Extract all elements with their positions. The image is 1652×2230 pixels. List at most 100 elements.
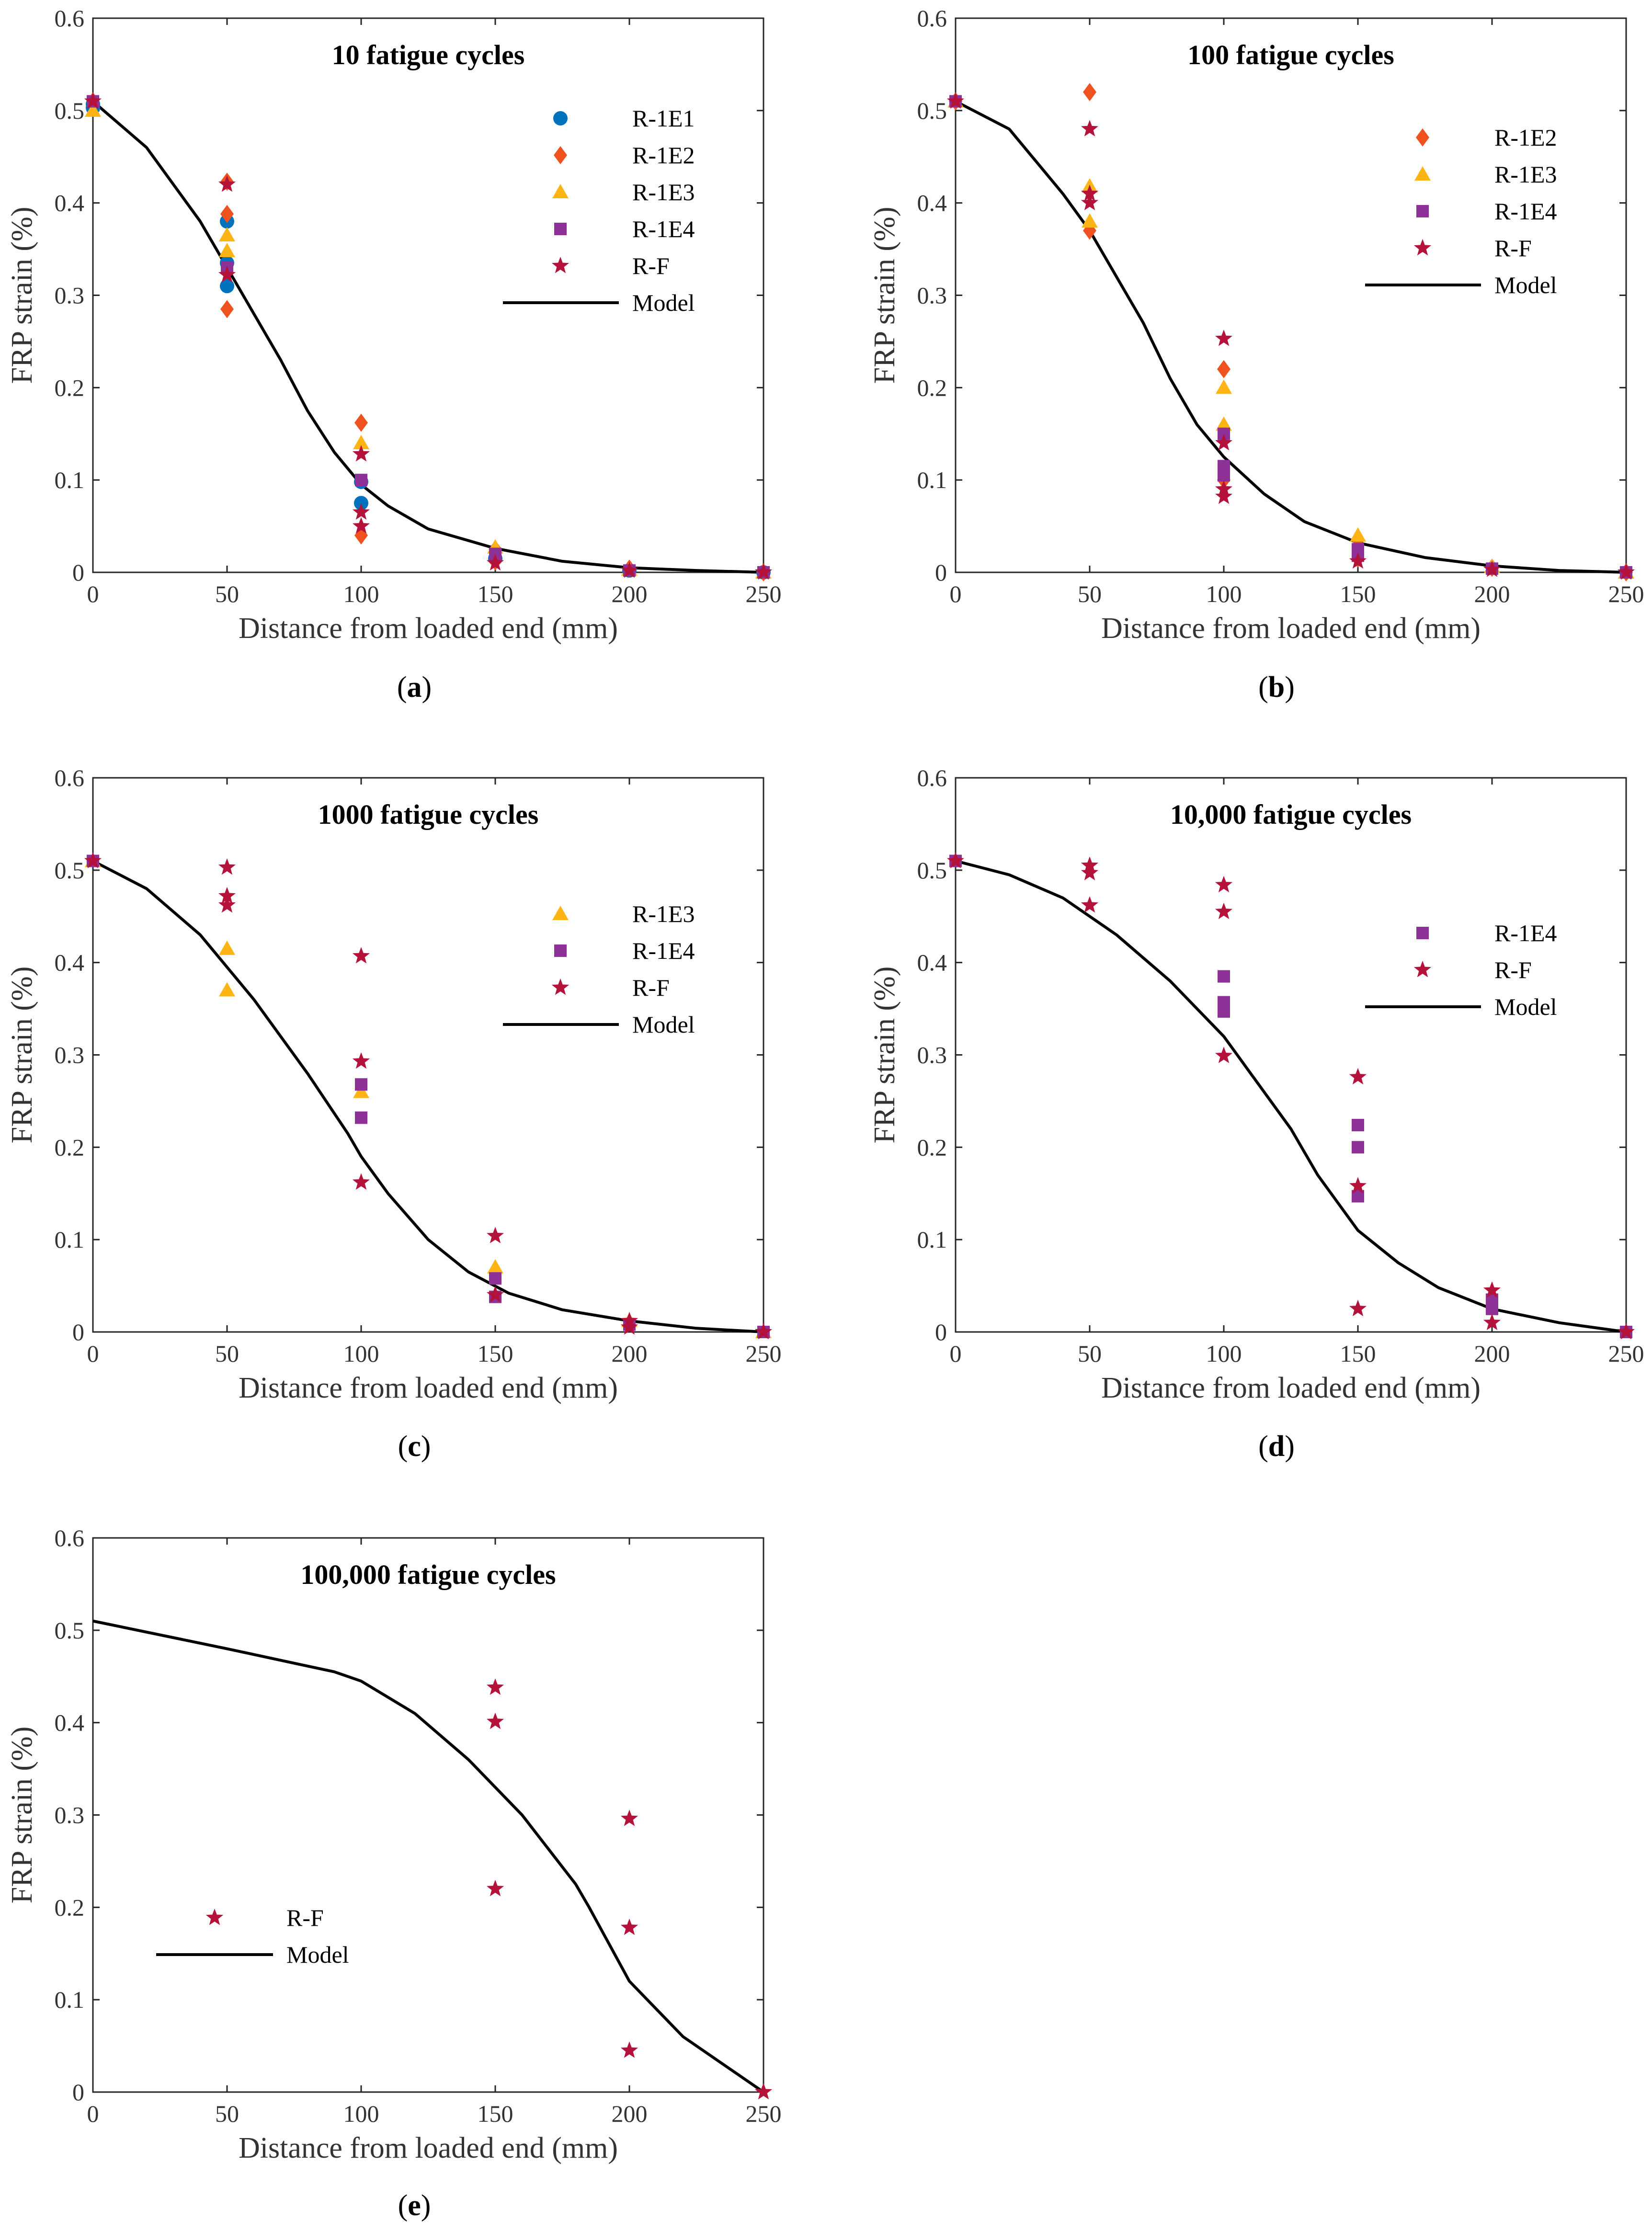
legend-label: R-1E3 [1494,161,1557,188]
x-tick-label: 0 [950,1340,962,1367]
data-point [1081,896,1099,913]
data-point [620,1809,638,1826]
data-point [1218,469,1230,482]
legend-marker-r-1e2 [1416,128,1429,147]
data-point [620,561,638,578]
data-point [486,1678,504,1695]
y-tick-label: 0 [72,1319,84,1345]
chart-panel-e: 0 50 100 150 200 250 0 0.1 0.2 0.3 0.4 0.5 0.6 Distan… [6,1525,782,2222]
legend-label: Model [286,1941,349,1968]
data-point [84,852,102,868]
legend-label: R-F [632,974,670,1001]
chart-panel-c: 0 50 100 150 200 250 0 0.1 0.2 0.3 0.4 0.5 0.6 Distan… [6,764,782,1463]
data-point [1218,970,1230,983]
series-r-1e1 [86,97,771,580]
panel-label: (c) [398,1430,431,1463]
legend-label: R-1E4 [632,216,695,242]
data-point [218,175,236,192]
data-point [1216,416,1232,431]
legend-label: R-1E3 [632,900,695,927]
data-point [1215,434,1233,451]
panel-label: (b) [1258,671,1295,704]
plot-area-frame [92,1537,764,2093]
legend: R-F Model [156,1904,349,1968]
legend-label: Model [1494,272,1557,298]
data-point [352,517,370,534]
legend-marker-r-f [1413,239,1432,256]
series-line-model [955,100,1627,574]
x-tick-label: 200 [612,580,648,607]
plot-area-frame [955,777,1627,1333]
legend-marker-r-1e4 [554,944,567,957]
x-tick-label: 50 [215,2100,239,2127]
series-r-f [946,92,1635,580]
y-tick-label: 0.5 [917,97,947,124]
data-point [1349,1068,1367,1085]
panel-label: (d) [1258,1430,1295,1463]
legend-label: R-F [632,252,670,279]
legend: R-1E1 R-1E2 R-1E3 R-1E4 R-F Model [503,105,695,316]
y-tick-label: 0.3 [917,1042,947,1069]
y-tick-label: 0.6 [917,5,947,32]
data-point [218,858,236,875]
data-point [946,92,965,109]
data-point [219,242,235,257]
legend-marker-r-f [551,978,570,995]
data-point [1352,1141,1364,1154]
data-point [219,940,235,955]
legend-marker-r-1e3 [1414,166,1431,181]
series-r-f [84,852,773,1340]
data-point [219,982,235,997]
y-tick-label: 0.1 [917,1226,947,1253]
series-line-model [955,859,1627,1333]
data-point [489,1272,501,1285]
x-tick-label: 250 [1608,1340,1644,1367]
y-tick-label: 0.1 [917,466,947,493]
x-tick-label: 0 [950,580,962,607]
data-point [1483,560,1501,577]
x-tick-label: 150 [478,580,513,607]
data-point [219,227,235,242]
data-point [1215,876,1233,893]
data-point [620,1918,638,1935]
data-point [1217,360,1230,378]
x-tick-label: 50 [1078,580,1102,607]
data-point [486,1286,504,1303]
y-tick-label: 0.6 [55,764,85,791]
y-tick-label: 0.1 [55,466,85,493]
y-tick-label: 0.4 [917,949,947,976]
series-line-model [92,859,764,1333]
y-tick-label: 0.5 [55,97,85,124]
x-tick-label: 0 [87,580,99,607]
y-tick-label: 0 [72,559,84,586]
legend-label: R-F [1494,956,1532,983]
data-point [352,445,370,462]
y-tick-label: 0.4 [917,190,947,216]
y-tick-label: 0.1 [55,1226,85,1253]
data-point [1215,330,1233,346]
y-tick-label: 0.4 [55,1709,85,1736]
x-tick-label: 100 [343,1340,379,1367]
y-tick-label: 0.3 [55,282,85,309]
data-point [353,1083,369,1098]
legend-label: R-F [286,1904,324,1931]
x-tick-label: 150 [478,2100,513,2127]
series-r-1e3 [85,102,772,579]
y-tick-label: 0 [935,559,947,586]
y-tick-label: 0.5 [55,1617,85,1644]
data-point [1352,1119,1364,1132]
x-tick-label: 0 [87,1340,99,1367]
legend: R-1E2 R-1E3 R-1E4 R-F Model [1365,124,1557,298]
data-point [220,279,234,294]
legend-marker-r-f [205,1909,224,1925]
legend-label: R-1E3 [632,179,695,205]
x-axis-label: Distance from loaded end (mm) [239,1372,618,1404]
data-point [220,205,234,223]
x-axis-label: Distance from loaded end (mm) [239,2132,618,2164]
legend-label: R-1E4 [1494,198,1557,225]
data-point [754,563,773,580]
x-tick-label: 150 [478,1340,513,1367]
x-tick-label: 200 [612,2100,648,2127]
data-point [1349,1299,1367,1317]
data-point [487,1259,503,1274]
